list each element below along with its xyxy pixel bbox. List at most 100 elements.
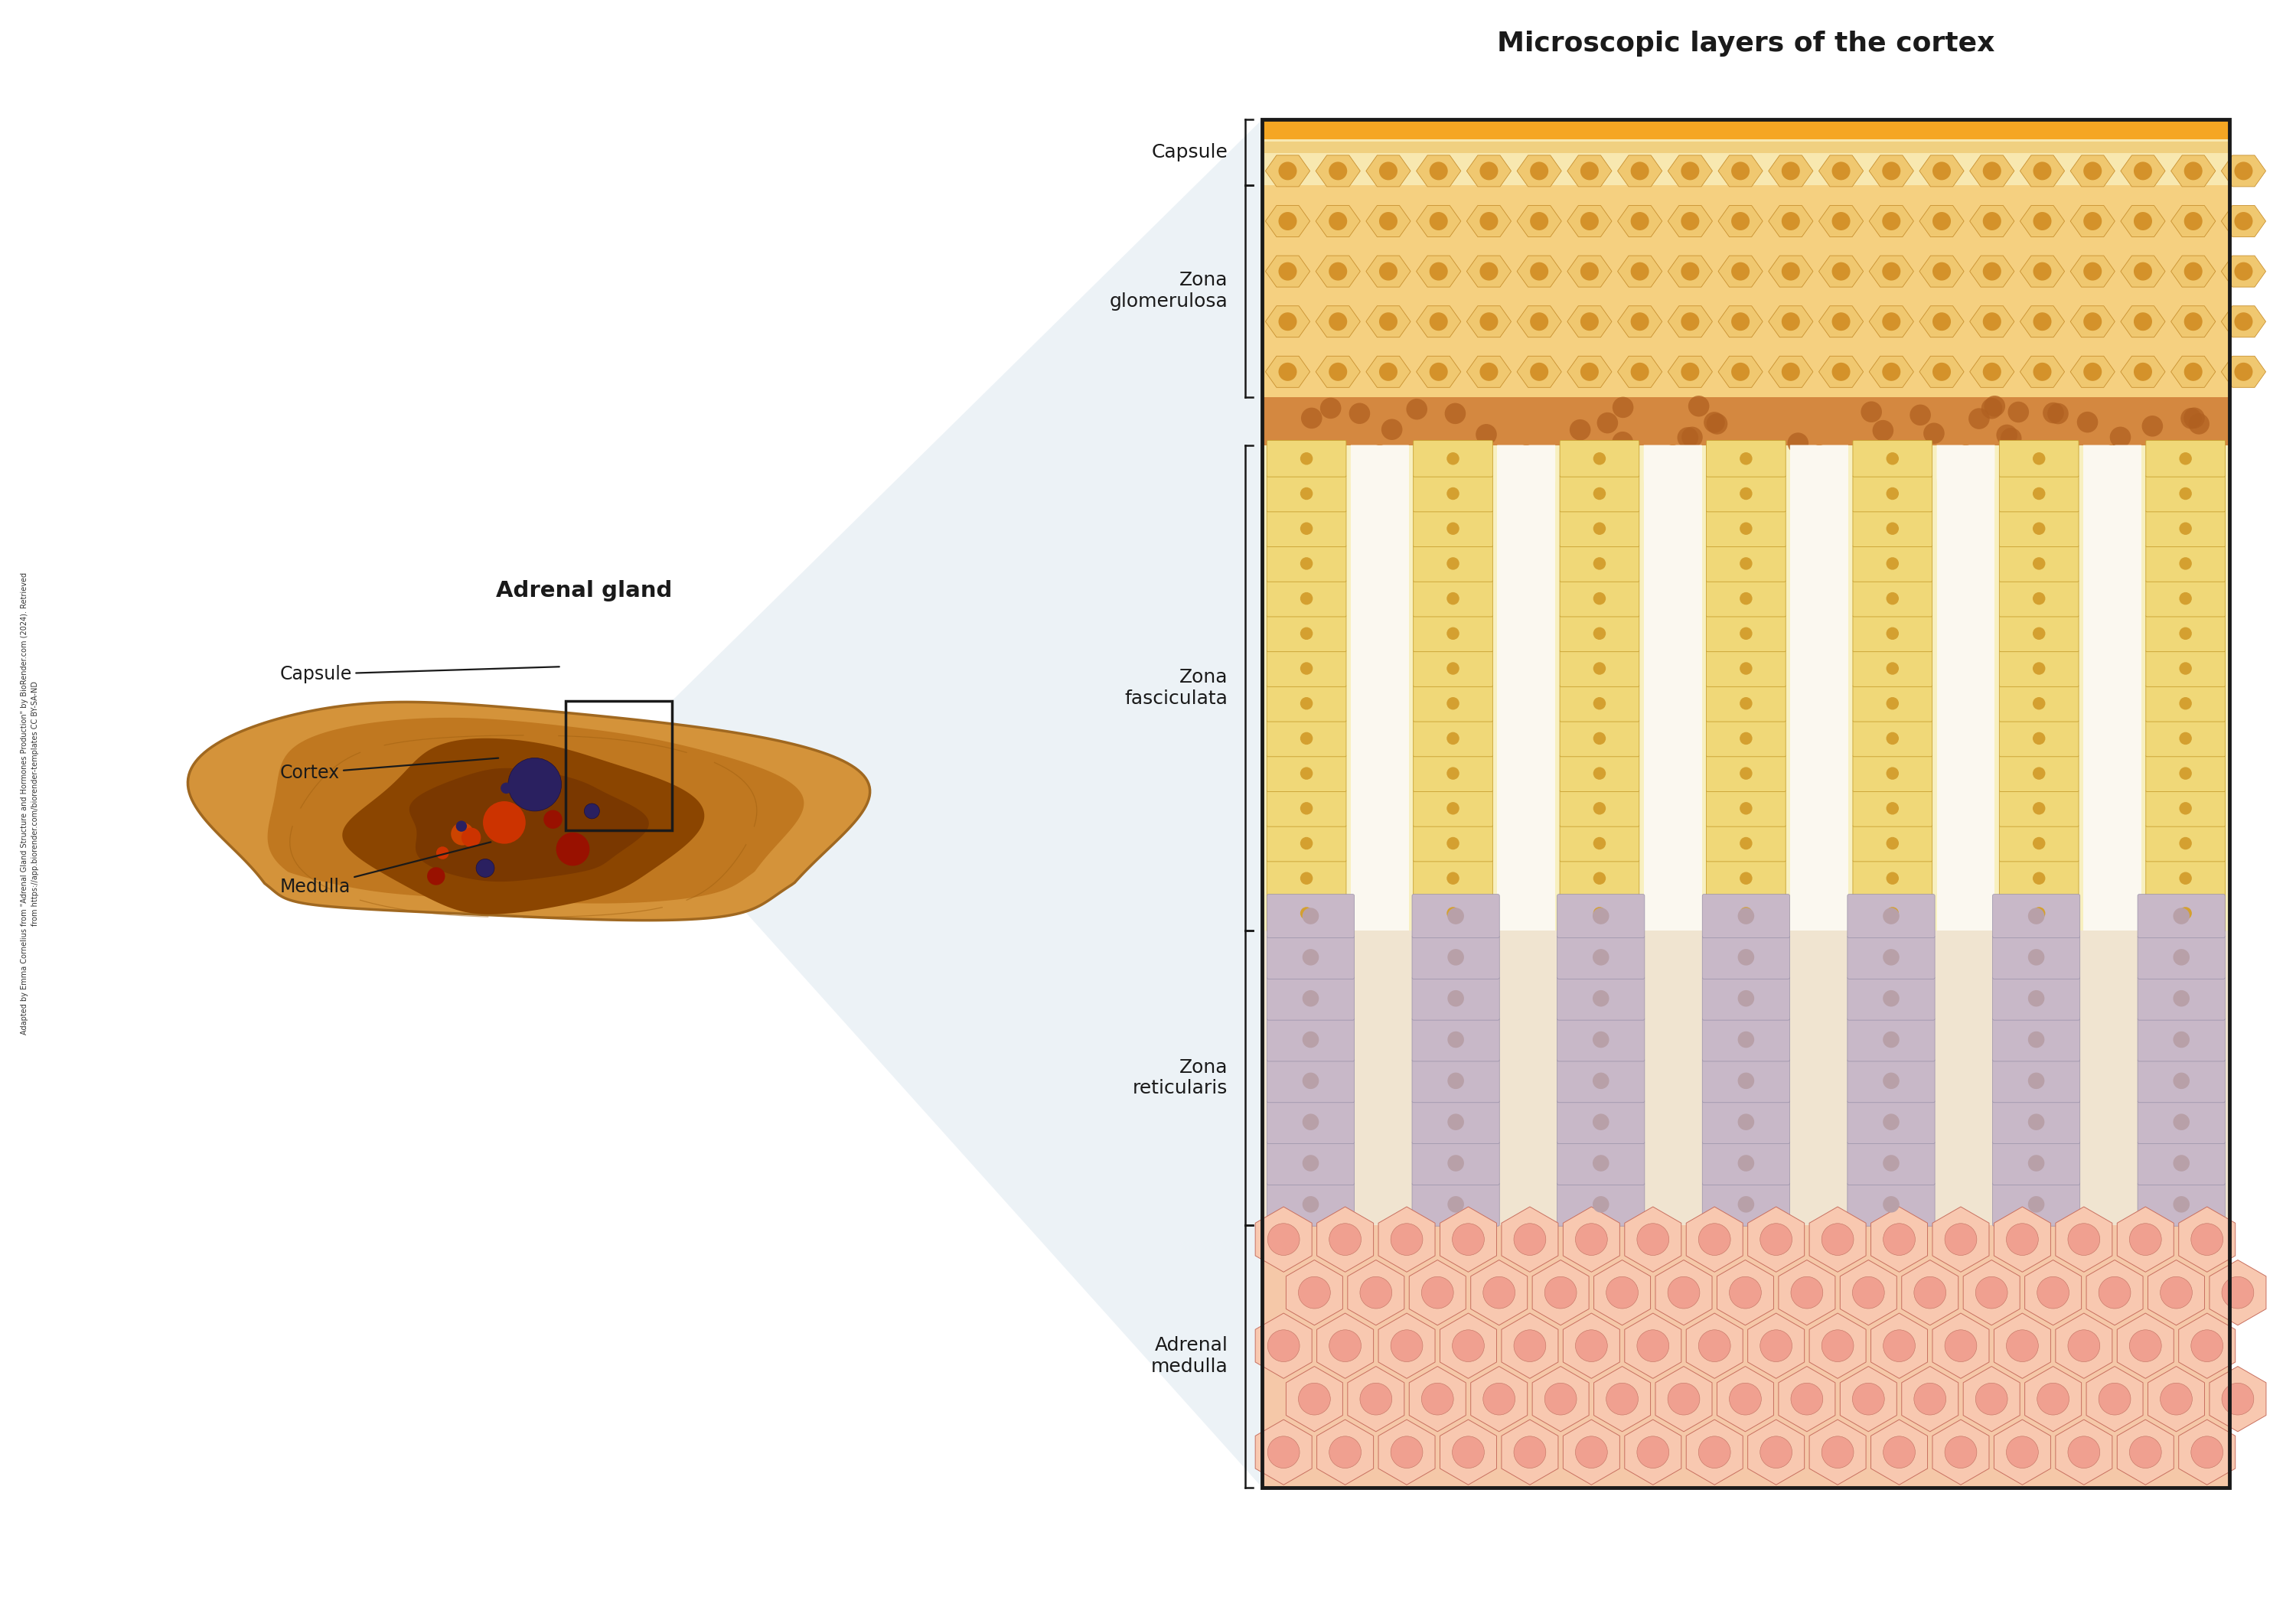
Bar	[1263, 119, 2229, 1488]
FancyBboxPatch shape	[1557, 1017, 1644, 1061]
FancyBboxPatch shape	[2000, 440, 2078, 477]
Polygon shape	[1472, 1366, 1527, 1432]
Circle shape	[1593, 733, 1605, 744]
Circle shape	[2179, 558, 2193, 570]
Polygon shape	[1348, 1366, 1405, 1432]
Polygon shape	[1417, 206, 1460, 236]
Polygon shape	[1378, 1207, 1435, 1273]
Circle shape	[1933, 212, 1952, 230]
Polygon shape	[409, 768, 650, 882]
Polygon shape	[1410, 1366, 1465, 1432]
Polygon shape	[1467, 357, 1511, 387]
Polygon shape	[1970, 357, 2014, 387]
Circle shape	[2190, 1331, 2223, 1361]
Bar	[1795, 930, 1844, 1225]
Circle shape	[1329, 1437, 1362, 1469]
Bar	[1263, 930, 2229, 1225]
FancyBboxPatch shape	[1706, 440, 1786, 477]
Polygon shape	[1410, 1260, 1465, 1326]
Polygon shape	[1497, 445, 1554, 484]
Circle shape	[1984, 312, 2002, 331]
Polygon shape	[1869, 357, 1913, 387]
Circle shape	[1883, 990, 1899, 1006]
Polygon shape	[1564, 1207, 1619, 1273]
FancyBboxPatch shape	[1706, 651, 1786, 686]
Circle shape	[2000, 427, 2023, 448]
Circle shape	[1302, 1155, 1318, 1172]
Circle shape	[475, 860, 494, 877]
Polygon shape	[1768, 357, 1814, 387]
Circle shape	[2183, 312, 2202, 331]
Circle shape	[1300, 733, 1313, 744]
Text: Adapted by Emma Cornelius from "Adrenal Gland Structure and Hormones Production": Adapted by Emma Cornelius from "Adrenal …	[21, 572, 39, 1035]
Circle shape	[1731, 363, 1750, 381]
FancyBboxPatch shape	[1701, 935, 1789, 979]
Circle shape	[1740, 662, 1752, 675]
Polygon shape	[2071, 256, 2115, 288]
FancyBboxPatch shape	[1848, 1183, 1936, 1226]
Circle shape	[1738, 990, 1754, 1006]
Circle shape	[2179, 522, 2193, 535]
FancyBboxPatch shape	[1414, 580, 1492, 617]
Polygon shape	[1440, 1313, 1497, 1379]
Circle shape	[501, 783, 512, 794]
Circle shape	[1446, 697, 1460, 710]
FancyBboxPatch shape	[2147, 580, 2225, 617]
Circle shape	[1329, 1223, 1362, 1255]
Circle shape	[2172, 908, 2190, 924]
Circle shape	[2082, 212, 2101, 230]
FancyBboxPatch shape	[1559, 511, 1639, 546]
FancyBboxPatch shape	[1559, 651, 1639, 686]
Polygon shape	[1568, 305, 1612, 337]
Bar	[1938, 445, 1995, 930]
FancyBboxPatch shape	[1706, 860, 1786, 897]
FancyBboxPatch shape	[1267, 755, 1345, 792]
Polygon shape	[2220, 206, 2266, 236]
Circle shape	[1446, 908, 1465, 924]
FancyBboxPatch shape	[1557, 1059, 1644, 1102]
Circle shape	[1731, 162, 1750, 180]
Circle shape	[1593, 906, 1605, 919]
Circle shape	[1580, 363, 1598, 381]
Circle shape	[1637, 1331, 1669, 1361]
Circle shape	[2032, 837, 2046, 850]
FancyBboxPatch shape	[1267, 860, 1345, 897]
Circle shape	[2027, 1114, 2043, 1130]
FancyBboxPatch shape	[2000, 720, 2078, 757]
Polygon shape	[1502, 1207, 1559, 1273]
Polygon shape	[1265, 206, 1311, 236]
Circle shape	[1995, 424, 2018, 445]
FancyBboxPatch shape	[1848, 935, 1936, 979]
Circle shape	[427, 868, 445, 885]
Polygon shape	[1378, 1419, 1435, 1485]
Circle shape	[1933, 162, 1952, 180]
FancyBboxPatch shape	[1706, 720, 1786, 757]
Text: Zona
fasciculata: Zona fasciculata	[1125, 669, 1228, 707]
Circle shape	[1887, 873, 1899, 884]
FancyBboxPatch shape	[1993, 977, 2080, 1020]
FancyBboxPatch shape	[2000, 545, 2078, 582]
Circle shape	[1529, 162, 1548, 180]
Bar	[1263, 445, 2229, 930]
Circle shape	[1380, 162, 1398, 180]
Circle shape	[1612, 397, 1632, 418]
Circle shape	[1300, 767, 1313, 779]
Bar	[1263, 141, 2229, 153]
FancyBboxPatch shape	[1853, 440, 1933, 477]
Circle shape	[1738, 1072, 1754, 1090]
Circle shape	[1630, 312, 1649, 331]
Circle shape	[1580, 212, 1598, 230]
Circle shape	[1446, 733, 1460, 744]
Circle shape	[1483, 1384, 1515, 1414]
Circle shape	[2190, 1223, 2223, 1255]
Circle shape	[1782, 312, 1800, 331]
FancyBboxPatch shape	[1559, 545, 1639, 582]
Circle shape	[2032, 733, 2046, 744]
Polygon shape	[1717, 256, 1763, 288]
Circle shape	[1267, 1437, 1300, 1469]
FancyBboxPatch shape	[1267, 935, 1355, 979]
Circle shape	[1887, 837, 1899, 850]
Circle shape	[1933, 363, 1952, 381]
FancyBboxPatch shape	[1267, 1101, 1355, 1144]
Circle shape	[1832, 212, 1851, 230]
